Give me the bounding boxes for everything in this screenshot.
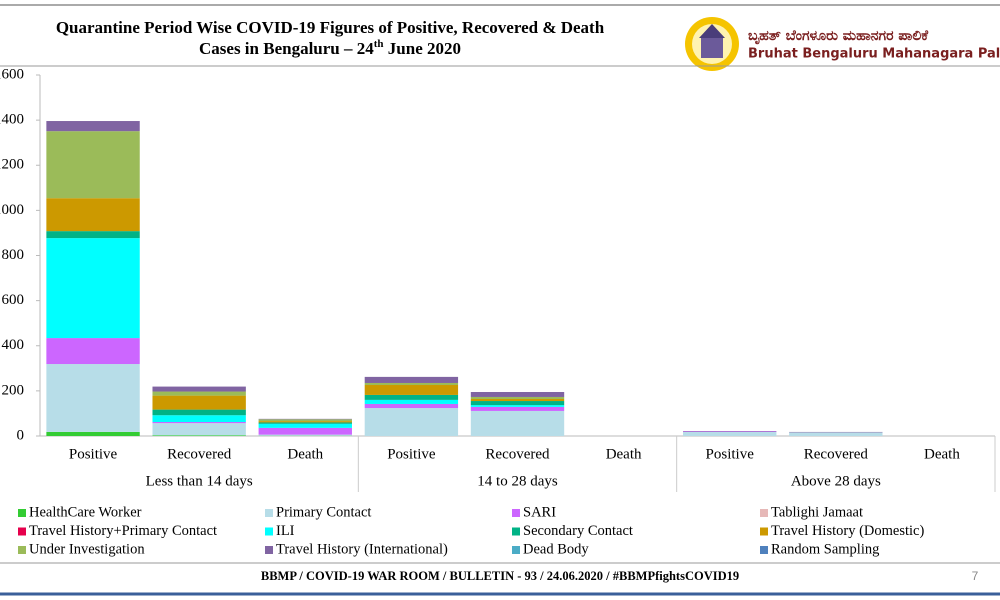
bar-segment	[46, 364, 140, 432]
legend-swatch	[760, 509, 768, 517]
bar-segment	[46, 238, 140, 339]
bar-segment	[364, 408, 459, 436]
y-tick-label: 0	[17, 427, 25, 443]
bar-segment	[364, 403, 459, 409]
title-part: June 2020	[384, 39, 461, 58]
logo	[685, 17, 739, 71]
legend-swatch	[18, 527, 26, 536]
legend-swatch	[512, 546, 520, 554]
y-tick-label: 400	[2, 337, 25, 353]
x-tick-label: Positive	[387, 446, 436, 462]
bar-segment	[364, 382, 459, 386]
bar-segment	[152, 409, 246, 416]
bar-segment	[258, 422, 352, 424]
bar-segment	[258, 434, 352, 436]
group-label: Less than 14 days	[146, 473, 253, 489]
bar-segment	[46, 231, 140, 239]
x-tick-label: Recovered	[167, 446, 232, 462]
legend-label: Travel History (International)	[276, 541, 448, 557]
legend-label: Dead Body	[523, 541, 589, 557]
legend-label: Secondary Contact	[523, 523, 633, 539]
x-tick-label: Positive	[69, 446, 118, 462]
bar-segment	[46, 431, 140, 436]
group-label: 14 to 28 days	[477, 473, 558, 489]
legend-label: Random Sampling	[771, 541, 879, 557]
legend-label: ILI	[276, 523, 295, 539]
legend-swatch	[18, 509, 26, 517]
bar-segment	[789, 432, 883, 436]
bar-segment	[152, 435, 246, 436]
bar-segment	[470, 392, 565, 397]
bar-segment	[152, 395, 246, 410]
x-tick-label: Death	[287, 446, 323, 462]
legend-swatch	[265, 509, 273, 517]
bar-segment	[152, 415, 246, 423]
bar-segment	[470, 398, 565, 402]
y-tick-label: 600	[2, 292, 25, 308]
x-tick-label: Recovered	[485, 446, 550, 462]
legend-swatch	[265, 527, 273, 536]
legend-label: SARI	[523, 504, 556, 520]
org-name-kannada: ಬೃಹತ್ ಬೆಂಗಳೂರು ಮಹಾನಗರ ಪಾಲಿಕೆ	[748, 28, 929, 45]
bar-segment	[470, 405, 565, 407]
bar-segment	[46, 338, 140, 365]
bar-segment	[152, 422, 246, 424]
bar-segment	[152, 423, 246, 436]
bar-segment	[683, 431, 777, 436]
bar-segment	[46, 121, 140, 132]
legend-label: HealthCare Worker	[29, 504, 142, 520]
title-sup: th	[374, 38, 384, 50]
title-line-2: Cases in Bengaluru – 24th June 2020	[199, 38, 461, 58]
page-number: 7	[972, 569, 979, 583]
legend-label: Travel History (Domestic)	[771, 523, 924, 539]
y-tick-label: 800	[2, 247, 25, 263]
y-tick-label: 200	[2, 382, 25, 398]
title-part: Cases in Bengaluru – 24	[199, 39, 374, 58]
bar-segment	[46, 131, 140, 199]
org-name: Bruhat Bengaluru Mahanagara Palike	[748, 47, 1000, 62]
bar-segment	[364, 376, 459, 383]
group-label: Above 28 days	[791, 473, 881, 489]
bar-segment	[258, 423, 352, 428]
legend-label: Primary Contact	[276, 504, 371, 520]
bar-segment	[470, 401, 565, 406]
bar-segment	[152, 386, 246, 392]
legend-swatch	[18, 546, 26, 554]
bar-segment	[258, 421, 352, 423]
x-tick-label: Death	[924, 446, 960, 462]
y-tick-label: 1600	[0, 66, 24, 82]
y-tick-label: 1000	[0, 202, 24, 218]
bar-segment	[46, 198, 140, 232]
bar-segment	[364, 385, 459, 395]
legend-swatch	[265, 546, 273, 554]
legend-swatch	[760, 546, 768, 554]
bar-segment	[470, 396, 565, 399]
legend-label: Travel History+Primary Contact	[29, 523, 217, 539]
bar-segment	[364, 399, 459, 404]
y-tick-label: 1200	[0, 157, 24, 173]
bar-segment	[152, 391, 246, 396]
x-tick-label: Death	[606, 446, 642, 462]
bar-segment	[364, 394, 459, 400]
y-tick-label: 1400	[0, 112, 24, 128]
x-tick-label: Positive	[706, 446, 755, 462]
bar-segment	[258, 419, 352, 422]
bar-segment	[258, 427, 352, 435]
title-line-1: Quarantine Period Wise COVID-19 Figures …	[56, 18, 605, 37]
legend-swatch	[512, 527, 520, 536]
legend-label: Tablighi Jamaat	[771, 504, 863, 520]
legend-swatch	[512, 509, 520, 517]
legend-swatch	[760, 527, 768, 536]
legend-label: Under Investigation	[29, 541, 145, 557]
bar-segment	[470, 406, 565, 411]
bar-segment	[470, 410, 565, 436]
x-tick-label: Recovered	[804, 446, 869, 462]
plot: 0 200 400 600 800 1000 1200 1400 1600 Less than 1…	[0, 66, 996, 557]
footer: BBMP / COVID-19 WAR ROOM / BULLETIN - 93…	[261, 569, 739, 583]
